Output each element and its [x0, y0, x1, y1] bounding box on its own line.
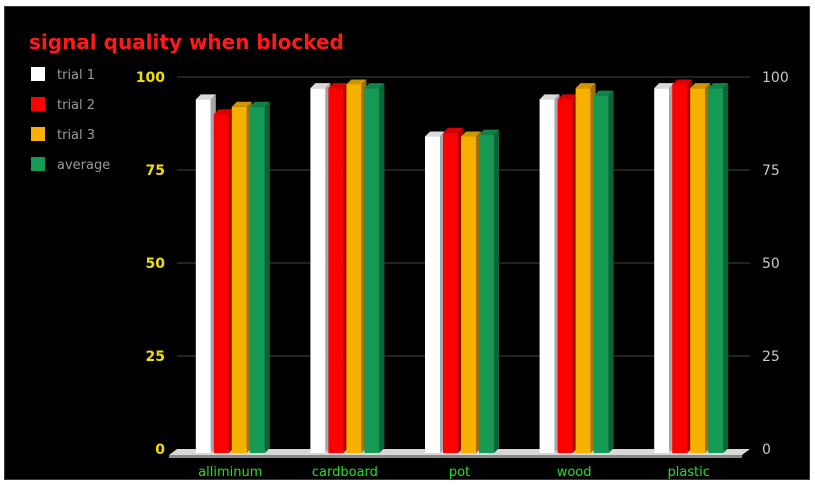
bar-side: [723, 83, 729, 453]
bar: [231, 106, 247, 453]
floor-edge: [169, 455, 742, 458]
legend-label: trial 2: [57, 98, 95, 113]
bar-top: [310, 83, 331, 89]
bar-top: [557, 94, 578, 100]
legend-swatch: [31, 157, 45, 171]
legend: trial 1 trial 2 trial 3 average: [31, 67, 110, 173]
bars: [195, 79, 729, 454]
bar-top: [593, 90, 614, 96]
legend-label: trial 1: [57, 68, 95, 83]
category-label: wood: [557, 465, 592, 480]
left-tick-label: 100: [136, 70, 165, 86]
bar-top: [539, 94, 560, 100]
legend-label: trial 3: [57, 128, 95, 143]
bar-side: [264, 101, 270, 453]
bar: [443, 132, 458, 454]
bar: [690, 88, 706, 453]
chart-title: signal quality when blocked: [29, 30, 344, 54]
legend-swatch: [31, 67, 45, 81]
category-label: cardboard: [312, 465, 378, 480]
right-y-axis: 0 25 50 75 100: [762, 70, 789, 458]
right-tick-label: 50: [762, 256, 780, 272]
left-tick-label: 0: [155, 442, 165, 458]
legend-swatch: [31, 127, 45, 141]
category-label: alliminum: [198, 465, 262, 480]
bar: [328, 88, 344, 453]
bar-side: [379, 83, 385, 453]
left-tick-label: 75: [146, 163, 165, 179]
bar-top: [461, 131, 481, 137]
bar: [539, 99, 555, 453]
chart-frame: signal quality when blocked trial 1 trial…: [4, 6, 810, 480]
bar: [310, 88, 326, 453]
bar: [364, 88, 380, 453]
bar-top: [249, 101, 270, 107]
bar: [708, 88, 724, 453]
bar: [461, 136, 476, 453]
bar: [425, 136, 440, 453]
bar-top: [425, 131, 445, 137]
bar: [479, 134, 494, 453]
category-label: plastic: [667, 465, 709, 480]
bar-top: [708, 83, 729, 89]
left-tick-label: 50: [146, 256, 166, 272]
bar-top: [364, 83, 385, 89]
bar-top: [479, 129, 499, 135]
bar: [575, 88, 591, 453]
bar: [672, 84, 688, 453]
bar-chart: signal quality when blocked trial 1trial…: [29, 30, 789, 480]
bar: [593, 95, 609, 453]
bar-side: [608, 90, 614, 453]
category-label: pot: [449, 465, 470, 480]
bar: [213, 114, 229, 453]
legend-label: average: [57, 158, 110, 173]
bar: [654, 88, 670, 453]
bar: [346, 84, 362, 453]
bar-top: [231, 101, 252, 107]
right-tick-label: 100: [762, 70, 789, 86]
bar-top: [443, 127, 463, 133]
right-tick-label: 25: [762, 349, 780, 365]
right-tick-label: 0: [762, 442, 771, 458]
left-y-axis: 0 25 50 75 100: [136, 70, 165, 458]
right-tick-label: 75: [762, 163, 780, 179]
left-tick-label: 25: [146, 349, 165, 365]
bar-top: [672, 79, 693, 85]
bar-top: [575, 83, 596, 89]
bar-top: [346, 79, 367, 85]
bar-side: [494, 129, 499, 453]
bar-top: [195, 94, 216, 100]
category-labels: alliminum cardboard pot wood plastic: [198, 465, 710, 480]
bar: [195, 99, 211, 453]
legend-swatch: [31, 97, 45, 111]
bar-top: [213, 109, 234, 115]
bar-top: [690, 83, 711, 89]
bar-top: [328, 83, 349, 89]
bar: [557, 99, 573, 453]
bar-top: [654, 83, 675, 89]
bar: [249, 106, 265, 453]
